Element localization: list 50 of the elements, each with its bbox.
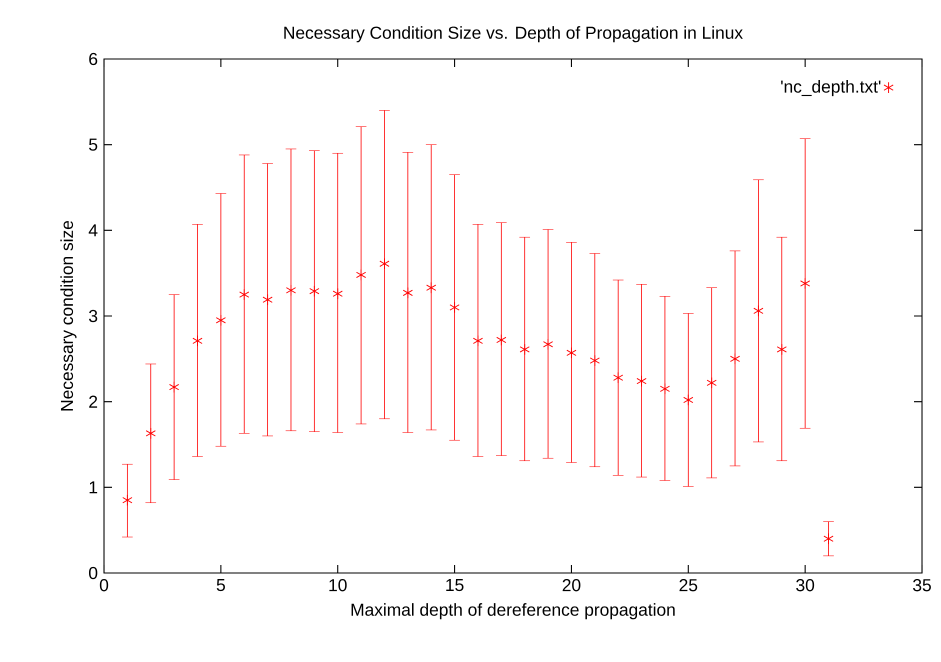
point	[496, 334, 506, 346]
point	[776, 344, 787, 356]
point	[636, 375, 647, 387]
point	[683, 394, 694, 406]
point	[613, 372, 624, 384]
point	[590, 354, 600, 366]
x-tick-label: 20	[562, 579, 580, 592]
y-tick-label: 0	[88, 566, 98, 580]
point	[332, 288, 343, 300]
point	[730, 353, 740, 365]
x-tick-label: 25	[680, 579, 698, 592]
y-tick-label: 6	[89, 52, 98, 66]
point	[239, 288, 250, 300]
y-tick-label: 4	[88, 224, 98, 236]
point	[216, 314, 226, 326]
point	[356, 269, 366, 281]
point	[379, 258, 390, 270]
y-tick-label: 2	[89, 396, 98, 408]
point	[309, 285, 320, 297]
point	[472, 335, 484, 347]
y-tick-label: 5	[89, 138, 98, 151]
x-axis-title: Maximal depth of dereference propagation	[352, 603, 675, 620]
point	[660, 383, 670, 395]
x-tick-label: 15	[446, 579, 464, 592]
point	[146, 428, 156, 440]
point	[542, 338, 554, 350]
point	[449, 302, 460, 314]
y-tick-label: 1	[90, 481, 98, 494]
point	[800, 278, 810, 290]
legend-label: 'nc_depth.txt'	[781, 80, 880, 96]
y-tick-label: 3	[88, 310, 98, 322]
x-tick-label: 5	[216, 579, 225, 592]
point	[122, 494, 132, 506]
x-tick-label: 30	[796, 579, 814, 592]
point	[566, 347, 577, 359]
point	[402, 287, 413, 299]
point	[169, 381, 180, 393]
point	[753, 305, 764, 317]
x-tick-label: 35	[913, 579, 931, 592]
point	[520, 344, 530, 356]
chart-title: Necessary Condition Size vs. Depth of Propagation in Linux	[284, 26, 743, 42]
x-tick-label: 0	[100, 579, 108, 592]
point	[706, 377, 717, 389]
x-tick-label: 10	[329, 579, 347, 592]
y-axis-title: Necessary condition size	[60, 220, 76, 410]
point	[192, 335, 203, 347]
point	[286, 284, 296, 296]
point	[426, 282, 436, 294]
point	[262, 294, 273, 306]
point	[823, 532, 834, 545]
